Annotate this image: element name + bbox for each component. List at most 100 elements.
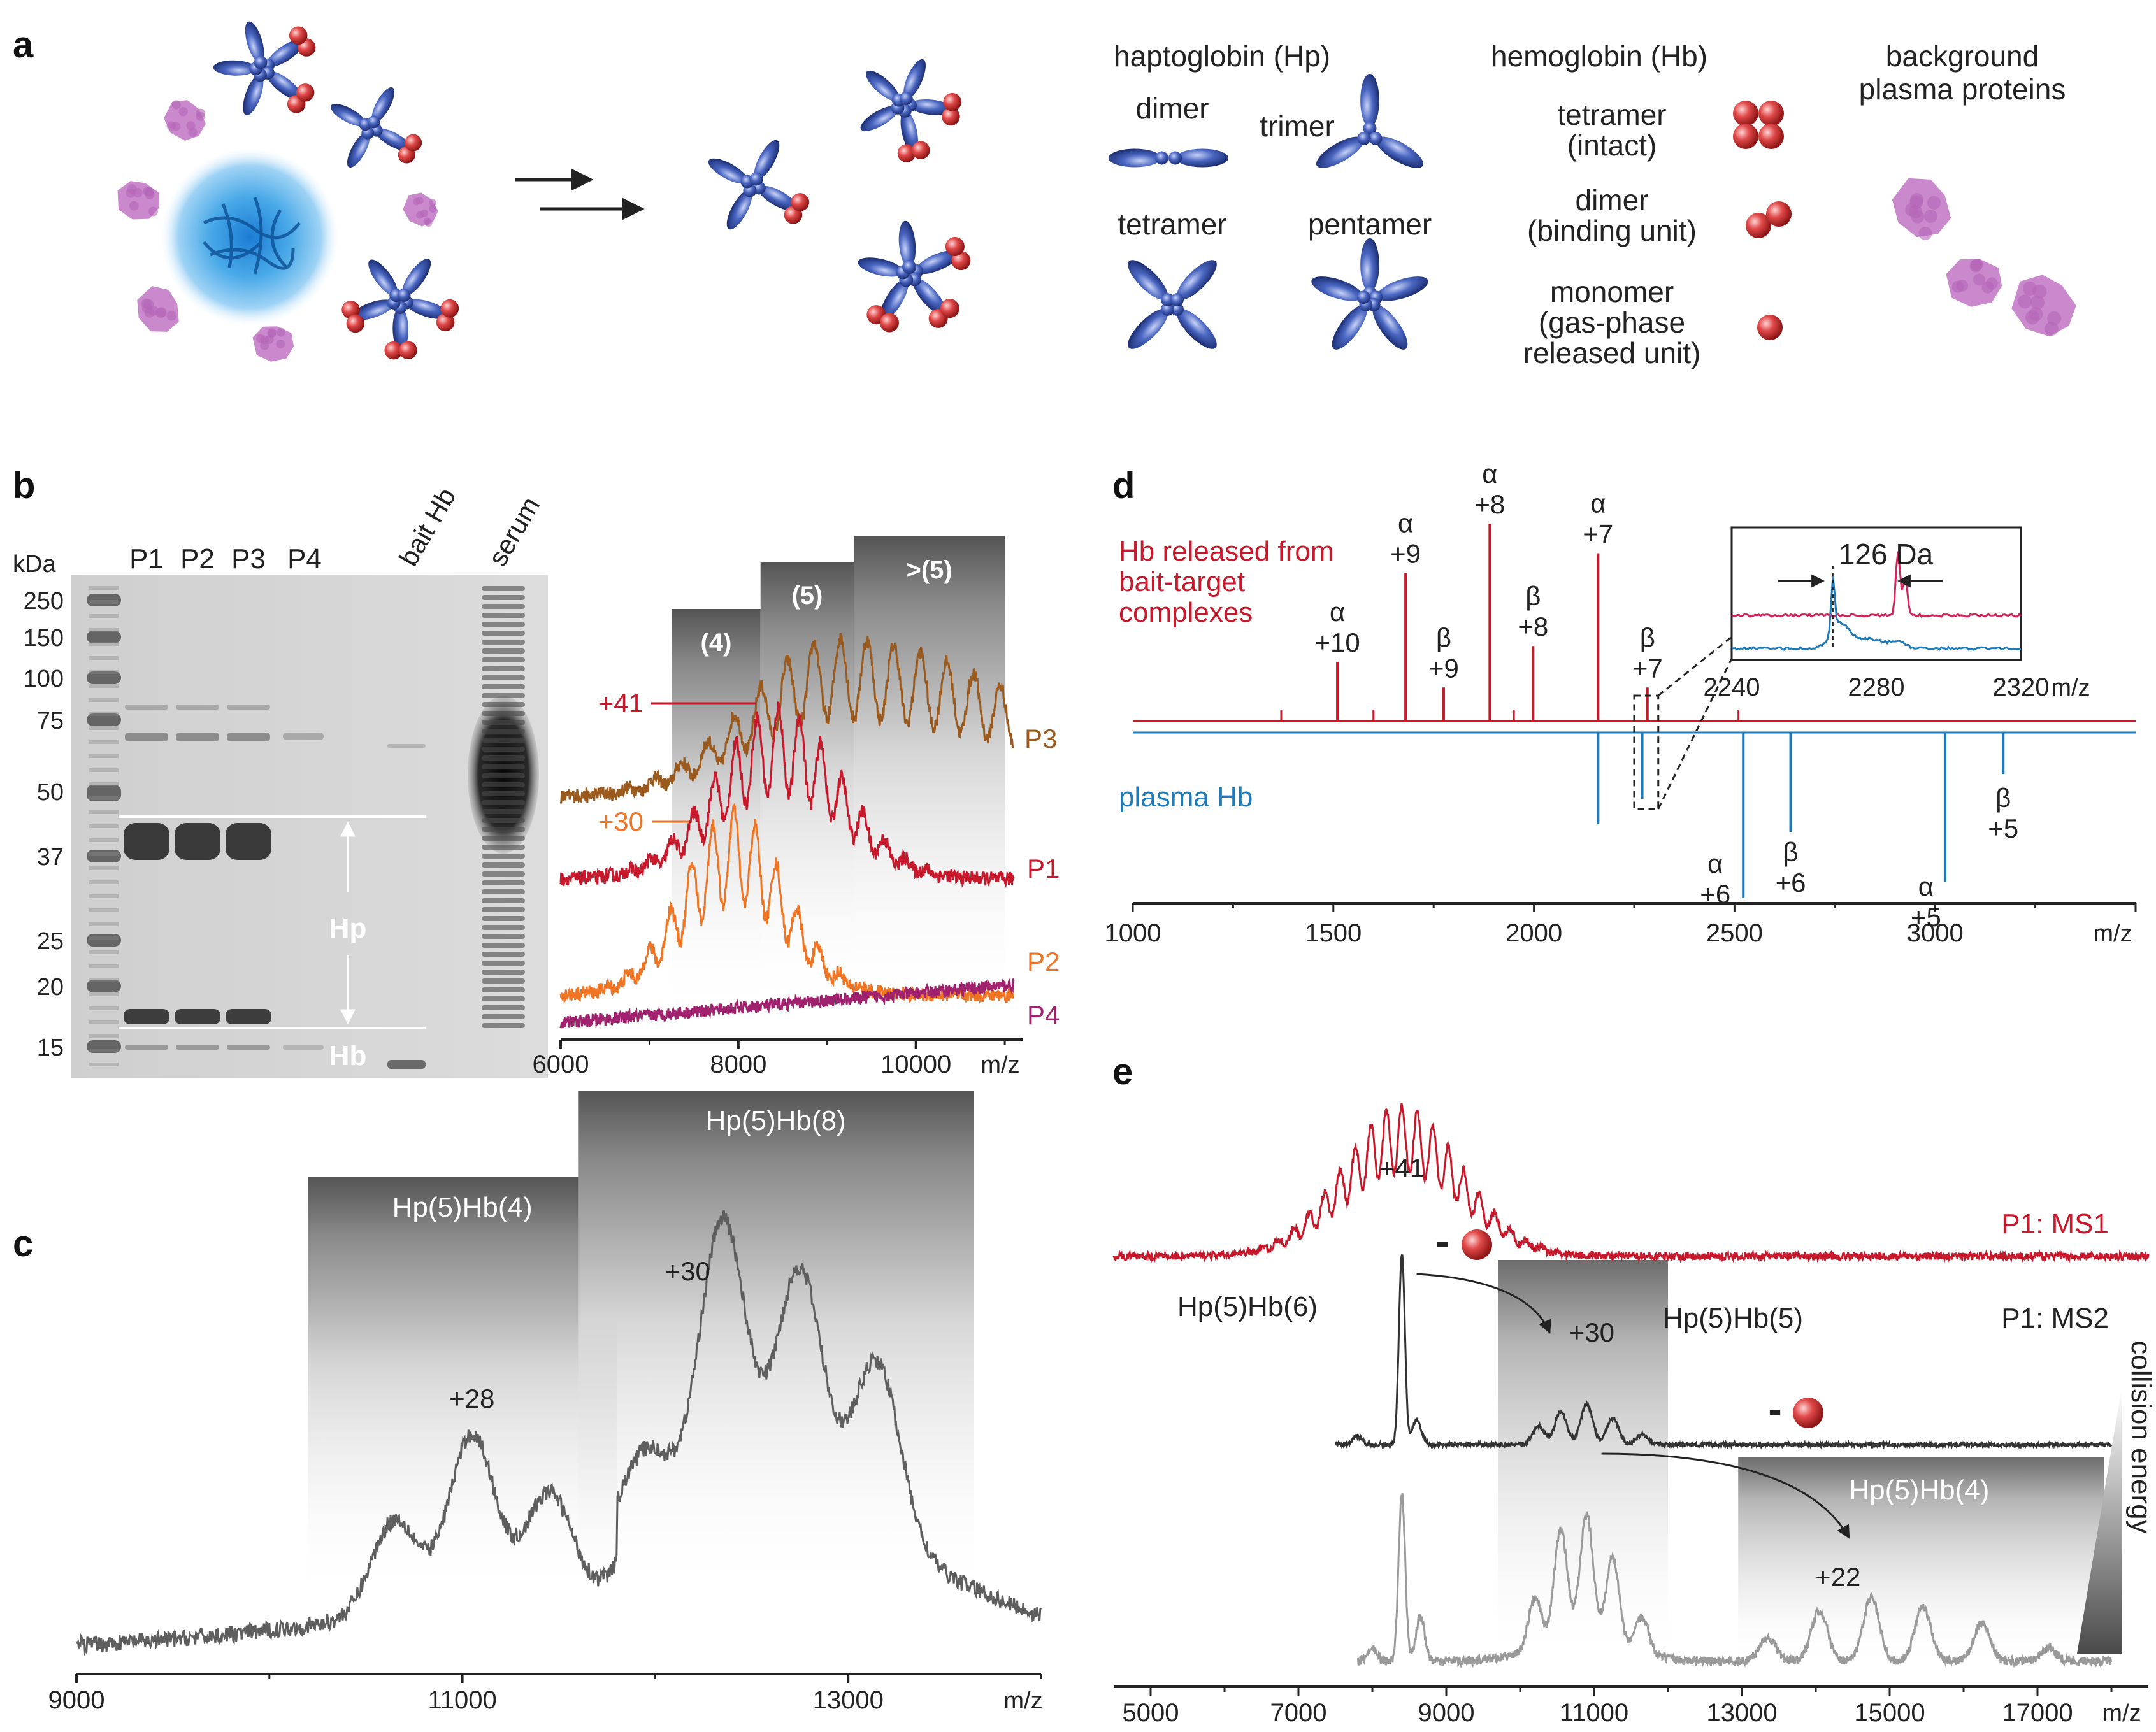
plasma-protein-texture [1927,196,1941,210]
serum-band [482,764,525,769]
hb-subunit [436,313,455,332]
ladder-smear [89,810,119,814]
series-label-ms1: P1: MS1 [2001,1208,2109,1240]
hp-core [1356,290,1370,304]
ladder-band [87,980,121,992]
hp-oligomer [860,59,961,162]
ladder-smear [89,684,119,688]
hp-beta-band [175,823,220,860]
peak-label-charge: +5 [1911,902,1941,932]
plasma-protein [252,326,294,362]
p-band [227,705,270,710]
arrow-loss-2 [1601,1452,1850,1539]
peak-label-charge: +8 [1474,489,1505,519]
hp-core [254,55,268,69]
hp-core [1161,293,1175,307]
plasma-protein-texture [145,189,155,199]
ladder-band [87,631,121,643]
ladder-smear [89,1049,119,1052]
hp-arm [352,299,394,320]
collision-energy-triangle [2077,1389,2122,1654]
plasma-protein-texture [429,199,437,207]
hp-arm [1311,276,1363,301]
plasma-protein [117,181,160,220]
hb-monomer-label-1: monomer [1550,275,1674,308]
panel-letter-a: a [13,24,34,66]
hp-core [1170,293,1184,307]
serum-band [482,684,525,689]
serum-band [482,604,525,609]
serum-band [482,987,525,992]
serum-band [482,800,525,805]
hp-arm [913,278,946,315]
hp-core [367,115,380,129]
gel-marker-50: 50 [37,779,64,806]
gel-hp-label: Hp [329,913,367,944]
plasma-protein-texture [2022,281,2037,296]
peak-label-chain: β [1783,837,1798,867]
inset-tick-label: 2240 [1704,673,1760,701]
hp-oligomer [1316,73,1424,168]
panel-letter-b: b [13,465,35,506]
chart-b-native-ms: (4) (5) >(5) 6000 8000 10000 m/z P3 P1 P2 P4 +41 +30 [533,536,1060,1078]
lane-label-P4: P4 [287,543,322,575]
plasma-protein-texture [1951,280,1964,293]
plasma-protein-texture [276,327,285,337]
x-tick-label: 5000 [1123,1699,1179,1727]
serum-band [482,586,525,591]
ladder-smear [89,586,119,590]
hp-arm [858,257,903,277]
hb-subunit [346,314,365,333]
x-tick-label: 15000 [1854,1699,1925,1727]
trimer-label: trimer [1260,110,1335,143]
p-band [125,1045,168,1050]
ladder-smear [89,838,119,842]
region-label: Hp(5)Hb(8) [706,1105,846,1136]
serum-band [482,738,525,743]
plasma-protein-texture [129,201,139,211]
hp-arm [909,99,952,115]
hp-arm [900,110,918,153]
gel-unit-label: kDa [13,551,56,578]
inset-trace-released [1731,551,2022,619]
hb-tetramer-icon [1758,101,1784,126]
peak-label-chain: α [1330,597,1345,627]
serum-band [482,925,525,930]
peak-label-charge: +5 [1988,813,2018,843]
x-tick-label: 17000 [2002,1699,2073,1727]
x-tick-label: 13000 [1706,1699,1777,1727]
minus-sign-1: - [1435,1218,1449,1264]
annotation-plus28: +28 [449,1384,494,1414]
ladder-smear [89,796,119,800]
peak-label-charge: +10 [1314,627,1360,657]
hb-dimer-icon [1746,213,1771,238]
x-axis-label: m/z [2093,920,2132,947]
hp-oligomer [708,140,810,230]
hp-arm [1377,276,1428,301]
bait-bead [161,148,339,326]
p-band [227,1045,270,1050]
trace-ms2-high [1356,1492,2113,1669]
chart-c-native-ms: Hp(5)Hb(4) Hp(5)Hb(8) 9000 11000 13000 m/z +28… [48,1091,1043,1714]
hp-arm [866,70,900,102]
hp-arm [898,220,916,268]
peak-label-chain: β [1436,622,1451,652]
series-label-P4: P4 [1027,1000,1060,1030]
serum-band [482,827,525,832]
serum-band [482,773,525,778]
hp-arm [1332,304,1367,350]
hp-core [1369,131,1383,145]
hp-core [1170,302,1184,316]
ladder-band [87,671,121,684]
peak-label-chain: α [1707,848,1723,878]
hp-beta-band [226,823,271,860]
plasma-protein-texture [196,111,206,122]
serum-band [482,961,525,966]
serum-band [482,907,525,912]
arrow-loss-1 [1416,1273,1551,1334]
serum-band [482,898,525,903]
lane-label-bait-hb: bait Hb [393,483,461,571]
plasma-protein-texture [413,197,421,206]
trace-P2 [559,803,1015,1005]
lane-label-P1: P1 [129,543,164,575]
